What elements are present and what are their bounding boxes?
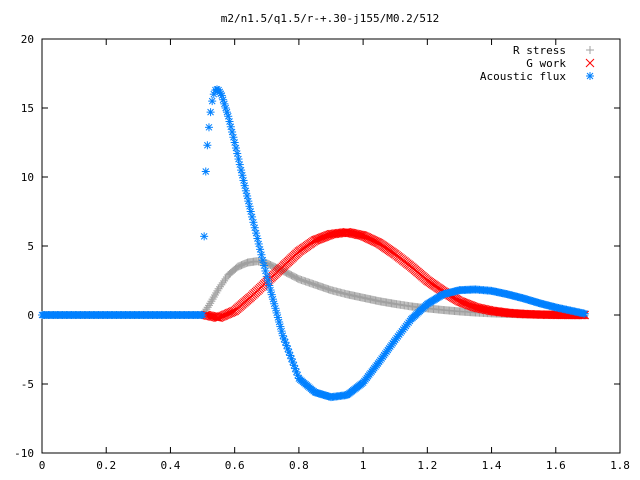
data-point <box>254 239 263 248</box>
data-point <box>226 122 235 131</box>
data-point <box>231 144 240 153</box>
data-point <box>258 256 267 265</box>
data-point <box>240 181 249 190</box>
data-point <box>212 288 221 297</box>
data-point <box>238 171 247 180</box>
data-point <box>237 166 246 175</box>
x-tick-label: 0.2 <box>96 459 116 472</box>
data-point <box>228 307 238 316</box>
legend-marker <box>586 72 594 80</box>
data-point <box>200 232 209 241</box>
y-tick-label: 10 <box>21 171 34 184</box>
x-tick-label: 1 <box>360 459 367 472</box>
legend-label: R stress <box>513 44 566 57</box>
legend-label: G work <box>526 57 566 70</box>
x-tick-label: 1.6 <box>546 459 566 472</box>
x-tick-label: 0 <box>39 459 46 472</box>
data-point <box>230 138 239 147</box>
x-tick-label: 1.4 <box>482 459 502 472</box>
data-point <box>241 186 250 195</box>
x-tick-label: 0.8 <box>289 459 309 472</box>
data-point <box>204 123 213 132</box>
data-point <box>234 155 243 164</box>
plot-frame <box>41 38 621 454</box>
series-star <box>38 85 589 402</box>
data-point <box>246 207 255 216</box>
data-point <box>229 133 238 142</box>
data-point <box>206 299 215 308</box>
y-tick-label: -5 <box>21 378 34 391</box>
data-point <box>227 307 237 317</box>
data-point <box>261 266 270 275</box>
data-point <box>256 245 265 254</box>
data-point <box>206 108 215 117</box>
data-point <box>233 149 242 158</box>
data-point <box>253 234 262 243</box>
x-tick-label: 1.8 <box>610 459 630 472</box>
data-point <box>244 197 253 206</box>
y-tick-label: 5 <box>27 240 34 253</box>
data-point <box>228 128 237 137</box>
data-point <box>355 230 364 240</box>
legend-marker <box>586 46 594 54</box>
data-point <box>225 117 234 126</box>
legend-marker <box>585 58 595 68</box>
data-point <box>235 160 244 169</box>
data-point <box>252 229 261 238</box>
data-point <box>213 286 222 295</box>
data-point <box>249 218 258 227</box>
data-point <box>250 223 259 232</box>
y-tick-label: 0 <box>27 309 34 322</box>
x-tick-label: 0.6 <box>225 459 245 472</box>
data-point <box>248 212 257 221</box>
data-point <box>208 295 217 304</box>
data-point <box>203 141 212 150</box>
data-point <box>243 191 252 200</box>
data-point <box>260 261 269 270</box>
data-point <box>245 202 254 211</box>
y-tick-label: 15 <box>21 102 34 115</box>
data-point <box>222 108 231 117</box>
data-point <box>209 293 218 302</box>
chart-title: m2/n1.5/q1.5/r-+.30-j155/M0.2/512 <box>221 12 440 25</box>
data-point <box>210 290 219 299</box>
data-point <box>201 167 210 176</box>
y-tick-label: 20 <box>21 33 34 46</box>
data-point <box>257 250 266 259</box>
axes: 0 0.2 0.4 0.6 0.8 1 1.2 1.4 1.6 1.8 -10 -5 0 5 10 15 20 <box>14 33 630 472</box>
data-point <box>224 112 233 121</box>
x-tick-label: 0.4 <box>161 459 181 472</box>
data-point <box>204 301 213 310</box>
data-point <box>203 303 212 312</box>
y-tick-label: -10 <box>14 447 34 460</box>
x-tick-label: 1.2 <box>417 459 437 472</box>
data-point <box>208 97 217 106</box>
data-point <box>207 297 216 306</box>
series-layer <box>38 85 590 402</box>
legend-label: Acoustic flux <box>480 70 566 83</box>
data-point <box>219 95 228 104</box>
data-point <box>239 176 248 185</box>
data-point <box>198 311 207 319</box>
data-point <box>580 309 589 318</box>
